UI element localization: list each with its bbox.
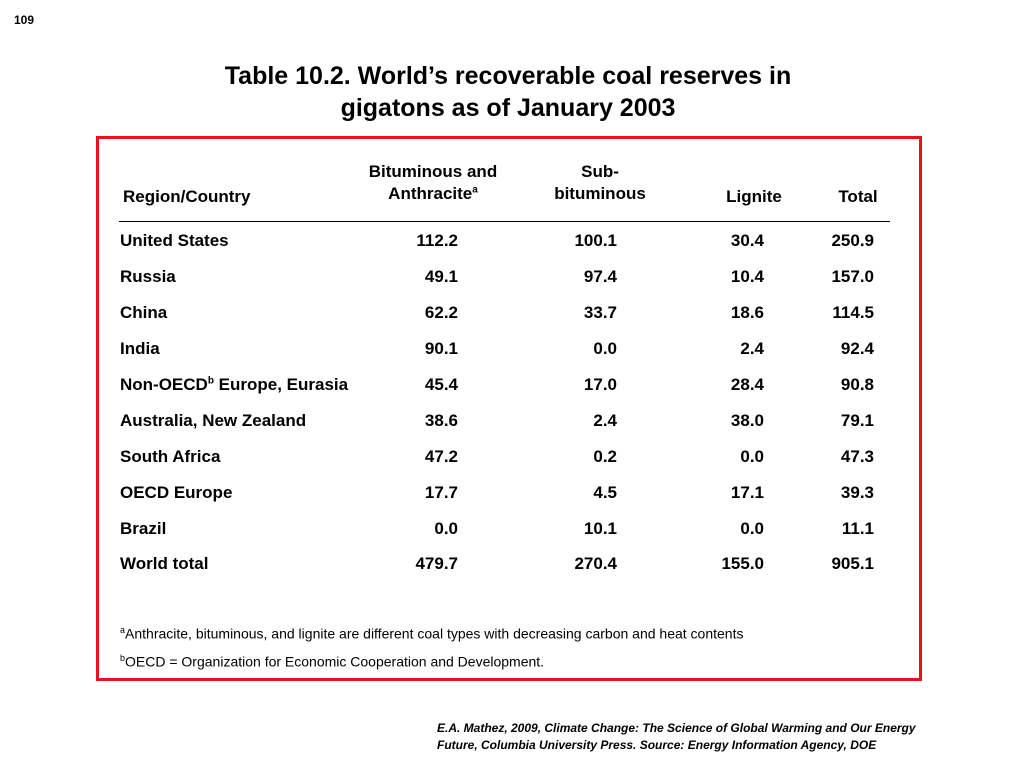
row-region: Brazil	[120, 519, 167, 538]
row-bituminous: 90.1	[424, 339, 458, 358]
row-region: United States	[120, 231, 229, 250]
footnote-a: aAnthracite, bituminous, and lignite are…	[120, 625, 744, 642]
row-bituminous: 112.2	[416, 231, 458, 250]
row-subbituminous: 4.5	[593, 483, 617, 502]
table-row: Australia, New Zealand 38.6 2.4 38.0 79.…	[0, 408, 1024, 434]
row-subbituminous: 17.0	[583, 375, 617, 394]
row-region: South Africa	[120, 447, 221, 466]
footnote-b: bOECD = Organization for Economic Cooper…	[120, 653, 545, 670]
row-bituminous: 49.1	[424, 267, 458, 286]
row-total: 11.1	[841, 519, 874, 538]
row-lignite: 2.4	[740, 339, 764, 358]
row-bituminous: 45.4	[424, 375, 458, 394]
row-lignite: 28.4	[730, 375, 764, 394]
row-lignite: 0.0	[740, 447, 764, 466]
row-region: China	[120, 303, 168, 322]
title-line-1: Table 10.2. World’s recoverable coal res…	[224, 62, 792, 90]
row-total: 39.3	[840, 483, 874, 502]
row-bituminous: 38.6	[424, 411, 458, 430]
row-subbituminous: 33.7	[583, 303, 617, 322]
row-region: Australia, New Zealand	[120, 411, 307, 430]
row-region: Russia	[120, 267, 176, 286]
row-region: Non-OECDb Europe, Eurasia	[120, 375, 349, 394]
title-line-2: gigatons as of January 2003	[340, 94, 676, 122]
table-row: China 62.2 33.7 18.6 114.5	[0, 300, 1024, 326]
row-total: 114.5	[832, 303, 874, 322]
row-bituminous: 0.0	[434, 519, 458, 538]
row-lignite: 10.4	[730, 267, 764, 286]
header-subbituminous: Sub- bituminous	[554, 162, 646, 203]
row-total: 250.9	[831, 231, 874, 250]
table-row: United States 112.2 100.1 30.4 250.9	[0, 228, 1024, 254]
row-total: 79.1	[840, 411, 874, 430]
footnote-marker-a: a	[472, 184, 478, 196]
row-subbituminous: 10.1	[583, 519, 617, 538]
row-lignite: 38.0	[730, 411, 764, 430]
source-citation: E.A. Mathez, 2009, Climate Change: The S…	[437, 721, 916, 752]
header-bituminous: Bituminous and Anthracitea	[368, 162, 498, 203]
row-total: 90.8	[840, 375, 874, 394]
row-subbituminous: 97.4	[583, 267, 617, 286]
header-total: Total	[838, 187, 878, 206]
row-subbituminous: 100.1	[574, 231, 617, 250]
row-lignite: 17.1	[730, 483, 764, 502]
row-region: World total	[120, 554, 209, 573]
table-row: India 90.1 0.0 2.4 92.4	[0, 336, 1024, 362]
row-bituminous: 47.2	[424, 447, 458, 466]
row-lignite: 0.0	[740, 519, 764, 538]
footnote-marker-b: b	[207, 375, 214, 387]
row-subbituminous: 270.4	[574, 554, 617, 573]
row-subbituminous: 0.0	[593, 339, 617, 358]
table-title: Table 10.2. World’s recoverable coal res…	[0, 60, 1016, 124]
row-total: 47.3	[840, 447, 874, 466]
header-region: Region/Country	[123, 187, 251, 206]
table-row: Non-OECDb Europe, Eurasia 45.4 17.0 28.4…	[0, 372, 1024, 398]
row-region: India	[120, 339, 160, 358]
table-row: Russia 49.1 97.4 10.4 157.0	[0, 264, 1024, 290]
table-row: OECD Europe 17.7 4.5 17.1 39.3	[0, 480, 1024, 506]
row-subbituminous: 2.4	[593, 411, 617, 430]
row-bituminous: 17.7	[424, 483, 458, 502]
page-number: 109	[14, 13, 35, 27]
header-divider	[119, 221, 890, 222]
header-lignite: Lignite	[726, 187, 782, 206]
row-total: 905.1	[831, 554, 874, 573]
row-total: 157.0	[831, 267, 874, 286]
table-row: Brazil 0.0 10.1 0.0 11.1	[0, 516, 1024, 542]
row-lignite: 155.0	[721, 554, 764, 573]
row-subbituminous: 0.2	[593, 447, 617, 466]
table-row: South Africa 47.2 0.2 0.0 47.3	[0, 444, 1024, 470]
row-region: OECD Europe	[120, 483, 233, 502]
row-total: 92.4	[840, 339, 874, 358]
table-frame	[96, 136, 922, 681]
row-lignite: 30.4	[730, 231, 764, 250]
row-lignite: 18.6	[730, 303, 764, 322]
row-bituminous: 62.2	[424, 303, 458, 322]
table-row-world-total: World total 479.7 270.4 155.0 905.1	[0, 551, 1024, 577]
row-bituminous: 479.7	[415, 554, 458, 573]
